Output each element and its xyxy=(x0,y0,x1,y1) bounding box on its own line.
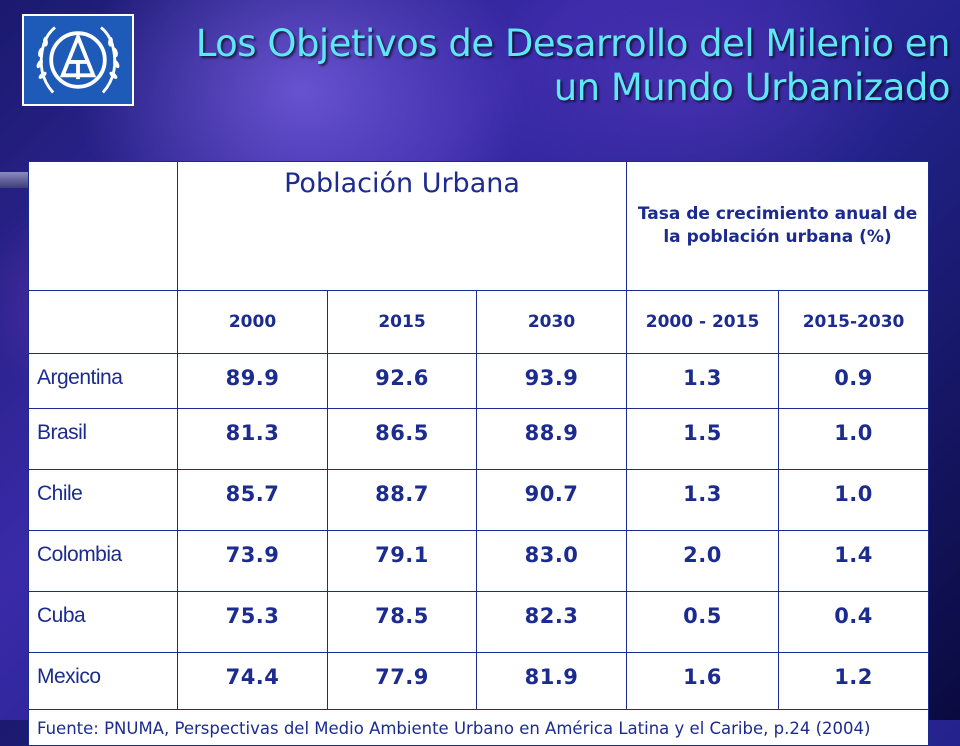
value-cell: 1.0 xyxy=(778,408,930,470)
header-poblacion-urbana: Población Urbana xyxy=(176,161,628,291)
table-row: Mexico 74.4 77.9 81.9 1.6 1.2 xyxy=(28,652,930,710)
value-cell: 78.5 xyxy=(327,591,477,653)
table-row: Brasil 81.3 86.5 88.9 1.5 1.0 xyxy=(28,408,930,470)
value-cell: 88.7 xyxy=(327,469,477,531)
value-cell: 0.9 xyxy=(778,353,930,409)
country-cell: Argentina xyxy=(28,353,178,409)
value-cell: 86.5 xyxy=(327,408,477,470)
value-cell: 93.9 xyxy=(475,353,628,409)
country-cell: Brasil xyxy=(28,408,178,470)
period-header: 2000 - 2015 xyxy=(626,290,780,354)
value-cell: 1.2 xyxy=(778,652,930,710)
un-habitat-logo xyxy=(22,14,134,106)
value-cell: 74.4 xyxy=(177,652,328,710)
year-header: 2000 xyxy=(177,290,328,354)
value-cell: 0.4 xyxy=(778,591,930,653)
value-cell: 88.9 xyxy=(475,408,628,470)
value-cell: 83.0 xyxy=(475,530,628,592)
country-cell: Cuba xyxy=(28,591,178,653)
value-cell: 1.6 xyxy=(626,652,780,710)
value-cell: 1.0 xyxy=(778,469,930,531)
value-cell: 82.3 xyxy=(475,591,628,653)
value-cell: 81.9 xyxy=(475,652,628,710)
source-row: Fuente: PNUMA, Perspectivas del Medio Am… xyxy=(27,709,930,746)
year-header: 2030 xyxy=(475,290,628,354)
value-cell: 75.3 xyxy=(177,591,328,653)
empty-year-cell xyxy=(28,290,178,354)
value-cell: 79.1 xyxy=(327,530,477,592)
period-header: 2015-2030 xyxy=(778,290,930,354)
table-row: Argentina 89.9 92.6 93.9 1.3 0.9 xyxy=(28,353,930,409)
source-note: Fuente: PNUMA, Perspectivas del Medio Am… xyxy=(27,709,930,746)
value-cell: 77.9 xyxy=(327,652,477,710)
table-header-row: Población Urbana Tasa de crecimiento anu… xyxy=(28,161,930,291)
value-cell: 89.9 xyxy=(177,353,328,409)
year-header: 2015 xyxy=(327,290,477,354)
value-cell: 81.3 xyxy=(177,408,328,470)
decorative-bar xyxy=(0,172,28,188)
table-row: Chile 85.7 88.7 90.7 1.3 1.0 xyxy=(28,469,930,531)
value-cell: 0.5 xyxy=(626,591,780,653)
table-row: Cuba 75.3 78.5 82.3 0.5 0.4 xyxy=(28,591,930,653)
value-cell: 2.0 xyxy=(626,530,780,592)
years-row: 2000 2015 2030 2000 - 2015 2015-2030 xyxy=(28,290,930,354)
title-line-2: un Mundo Urbanizado xyxy=(553,66,951,109)
country-cell: Mexico xyxy=(28,652,178,710)
header-tasa-crecimiento: Tasa de crecimiento anual de la població… xyxy=(626,161,930,291)
value-cell: 73.9 xyxy=(177,530,328,592)
value-cell: 1.4 xyxy=(778,530,930,592)
country-cell: Chile xyxy=(28,469,178,531)
value-cell: 90.7 xyxy=(475,469,628,531)
value-cell: 1.5 xyxy=(626,408,780,470)
un-emblem-icon xyxy=(36,26,120,94)
title-line-1: Los Objetivos de Desarrollo del Milenio … xyxy=(195,22,951,65)
value-cell: 1.3 xyxy=(626,469,780,531)
value-cell: 85.7 xyxy=(177,469,328,531)
slide-title: Los Objetivos de Desarrollo del Milenio … xyxy=(160,22,951,110)
value-cell: 1.3 xyxy=(626,353,780,409)
value-cell: 92.6 xyxy=(327,353,477,409)
country-cell: Colombia xyxy=(28,530,178,592)
urban-population-table: Población Urbana Tasa de crecimiento anu… xyxy=(27,161,930,746)
empty-corner-cell xyxy=(28,161,178,291)
table-row: Colombia 73.9 79.1 83.0 2.0 1.4 xyxy=(28,530,930,592)
